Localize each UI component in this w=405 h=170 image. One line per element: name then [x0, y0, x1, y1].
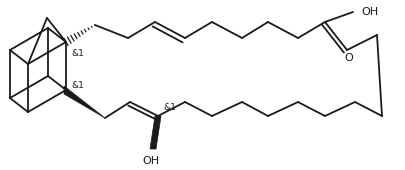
- Text: &1: &1: [71, 81, 84, 90]
- Text: OH: OH: [360, 7, 377, 17]
- Text: &1: &1: [162, 104, 175, 113]
- Polygon shape: [64, 86, 105, 118]
- Polygon shape: [149, 116, 161, 149]
- Text: O: O: [344, 53, 352, 63]
- Text: &1: &1: [71, 49, 84, 58]
- Text: OH: OH: [142, 156, 159, 166]
